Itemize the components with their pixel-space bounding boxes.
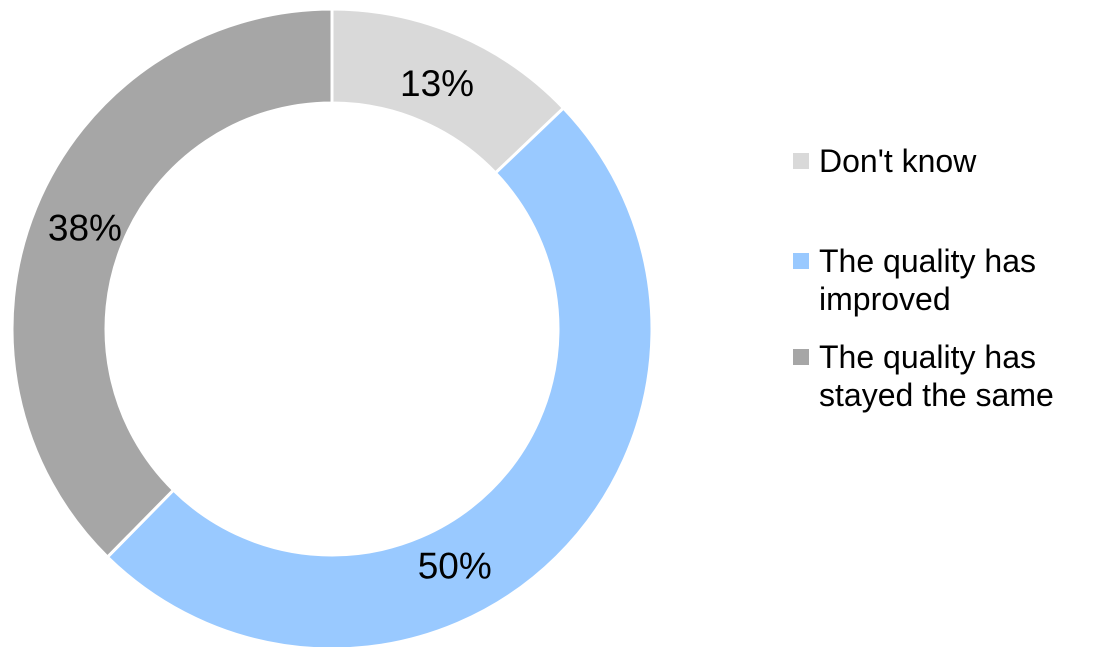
legend-item-stayed-same: The quality has stayed the same bbox=[793, 338, 1089, 414]
slice-stayed-same bbox=[10, 7, 334, 560]
data-label-improved: 50% bbox=[418, 546, 492, 587]
donut-slices bbox=[10, 7, 654, 647]
legend-label-dont-know: Don't know bbox=[819, 143, 977, 179]
legend-swatch-dont-know bbox=[793, 153, 809, 169]
legend-label-improved: The quality has improved bbox=[819, 243, 1037, 317]
slice-improved bbox=[105, 105, 654, 647]
data-label-stayed-same: 38% bbox=[48, 207, 122, 248]
legend-item-improved: The quality has improved bbox=[793, 242, 1089, 318]
legend-swatch-improved bbox=[793, 253, 809, 269]
legend-swatch-stayed-same bbox=[793, 349, 809, 365]
legend-item-dont-know: Don't know bbox=[793, 142, 1089, 180]
legend-label-stayed-same: The quality has stayed the same bbox=[819, 339, 1054, 413]
donut-data-labels: 13% 50% 38% bbox=[48, 63, 492, 587]
data-label-dont-know: 13% bbox=[400, 63, 474, 104]
